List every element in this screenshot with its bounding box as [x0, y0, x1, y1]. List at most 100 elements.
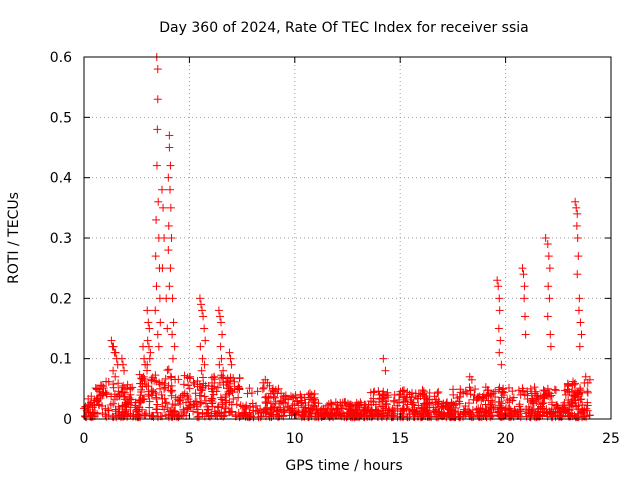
noise-point — [432, 405, 441, 414]
data-point — [576, 318, 585, 327]
noise-point — [484, 386, 493, 395]
noise-point — [495, 383, 504, 392]
noise-point — [110, 390, 119, 399]
noise-point — [407, 388, 416, 397]
noise-point — [489, 389, 498, 398]
noise-point — [408, 400, 417, 409]
data-point — [546, 342, 555, 351]
data-point — [109, 342, 118, 351]
noise-point — [567, 399, 576, 408]
data-point — [493, 276, 502, 285]
noise-point — [120, 402, 129, 411]
data-point — [544, 282, 553, 291]
data-point — [216, 342, 225, 351]
noise-point — [409, 398, 418, 407]
noise-point — [197, 398, 206, 407]
data-point — [164, 246, 173, 255]
noise-point — [234, 393, 243, 402]
data-point — [107, 336, 116, 345]
data-point — [152, 282, 161, 291]
noise-point — [471, 385, 480, 394]
noise-point — [112, 413, 121, 422]
noise-point — [413, 394, 422, 403]
noise-point — [389, 409, 398, 418]
data-point — [166, 161, 175, 170]
noise-point — [514, 386, 523, 395]
noise-point — [577, 395, 586, 404]
noise-point — [275, 399, 284, 408]
noise-point — [171, 401, 180, 410]
y-tick-label: 0.4 — [50, 171, 72, 187]
noise-point — [477, 395, 486, 404]
data-point — [158, 264, 167, 273]
noise-point — [362, 411, 371, 420]
noise-point — [404, 405, 413, 414]
noise-point — [179, 406, 188, 415]
noise-point — [535, 411, 544, 420]
noise-point — [576, 395, 585, 404]
noise-point — [360, 412, 369, 421]
noise-point — [336, 411, 345, 420]
noise-point — [189, 378, 198, 387]
noise-point — [193, 405, 202, 414]
data-point — [575, 294, 584, 303]
noise-point — [571, 398, 580, 407]
noise-point — [216, 393, 225, 402]
noise-point — [174, 375, 183, 384]
noise-point — [314, 399, 323, 408]
y-axis-label: ROTI / TECUs — [6, 192, 22, 284]
noise-point — [344, 405, 353, 414]
noise-point — [280, 408, 289, 417]
noise-point — [193, 382, 202, 391]
data-point — [196, 300, 205, 309]
noise-point — [341, 398, 350, 407]
noise-point — [272, 407, 281, 416]
noise-point — [348, 411, 357, 420]
data-point — [151, 306, 160, 315]
data-point — [156, 318, 165, 327]
noise-point — [91, 408, 100, 417]
noise-point — [131, 406, 140, 415]
data-point — [154, 342, 163, 351]
noise-point — [222, 378, 231, 387]
noise-point — [505, 383, 514, 392]
noise-point — [86, 398, 95, 407]
noise-point — [222, 390, 231, 399]
noise-point — [140, 395, 149, 404]
noise-point — [271, 397, 280, 406]
noise-point — [200, 392, 209, 401]
noise-point — [361, 405, 370, 414]
noise-point — [120, 392, 129, 401]
noise-point — [232, 400, 241, 409]
noise-point — [179, 380, 188, 389]
noise-point — [137, 385, 146, 394]
noise-point — [212, 387, 221, 396]
noise-point — [322, 408, 331, 417]
noise-point — [88, 403, 97, 412]
noise-point — [398, 405, 407, 414]
noise-point — [152, 393, 161, 402]
noise-point — [505, 408, 514, 417]
noise-point — [563, 380, 572, 389]
data-point — [167, 234, 176, 242]
noise-point — [197, 386, 206, 395]
noise-point — [109, 380, 118, 389]
data-point — [145, 324, 154, 333]
noise-point — [559, 405, 568, 414]
y-tick-label: 0 — [63, 412, 72, 428]
noise-point — [432, 395, 441, 404]
data-point — [574, 306, 583, 315]
noise-point — [460, 407, 469, 416]
noise-point — [583, 387, 592, 396]
noise-point — [547, 391, 556, 400]
noise-point — [425, 388, 434, 397]
noise-point — [212, 409, 221, 418]
data-point — [160, 234, 169, 242]
data-point — [111, 348, 120, 357]
noise-point — [461, 387, 470, 396]
data-point — [497, 360, 506, 369]
noise-point — [516, 390, 525, 399]
noise-point — [325, 410, 334, 419]
noise-point — [160, 394, 169, 403]
data-point — [201, 336, 210, 345]
